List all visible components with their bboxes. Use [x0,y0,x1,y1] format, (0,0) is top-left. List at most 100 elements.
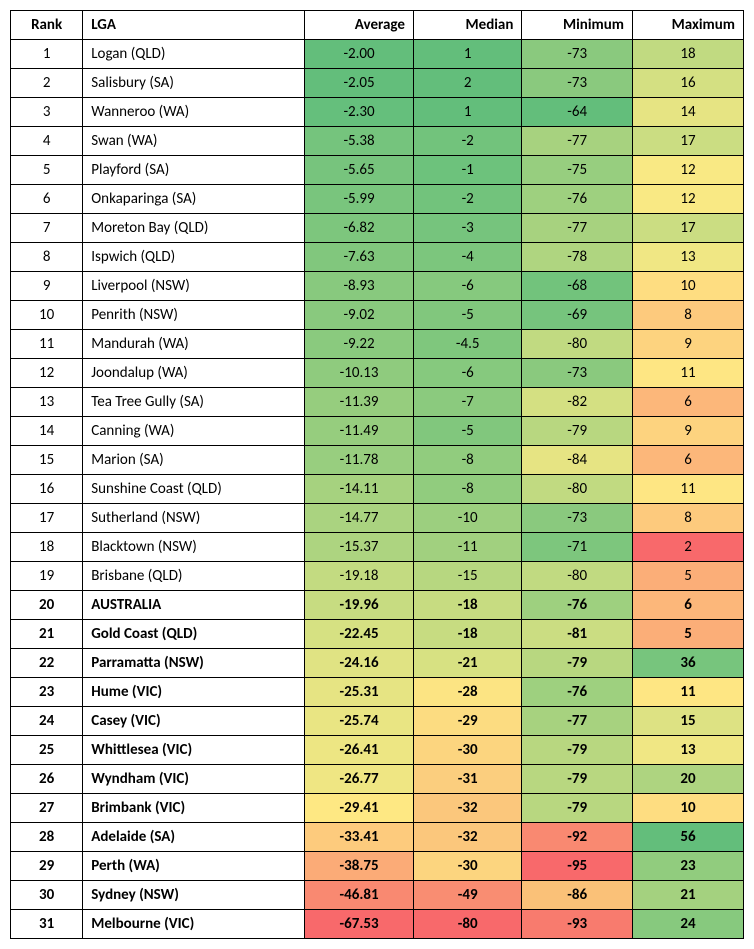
cell-median: -80 [413,910,521,939]
cell-median: -18 [413,591,521,620]
cell-median: -18 [413,620,521,649]
cell-maximum: 36 [632,649,743,678]
cell-average: -67.53 [305,910,414,939]
cell-maximum: 13 [632,243,743,272]
cell-minimum: -78 [522,243,633,272]
cell-maximum: 21 [632,881,743,910]
cell-average: -29.41 [305,794,414,823]
cell-maximum: 9 [632,417,743,446]
cell-lga: Wanneroo (WA) [83,98,305,127]
cell-maximum: 11 [632,359,743,388]
cell-rank: 20 [11,591,83,620]
col-minimum: Minimum [522,11,633,40]
cell-minimum: -73 [522,40,633,69]
table-row: 5Playford (SA)-5.65-1-7512 [11,156,744,185]
cell-average: -15.37 [305,533,414,562]
cell-maximum: 14 [632,98,743,127]
cell-median: -21 [413,649,521,678]
cell-rank: 1 [11,40,83,69]
cell-average: -22.45 [305,620,414,649]
cell-lga: Marion (SA) [83,446,305,475]
table-row: 6Onkaparinga (SA)-5.99-2-7612 [11,185,744,214]
lga-table: Rank LGA Average Median Minimum Maximum … [10,10,744,939]
cell-median: -6 [413,272,521,301]
cell-maximum: 2 [632,533,743,562]
cell-rank: 7 [11,214,83,243]
cell-minimum: -84 [522,446,633,475]
cell-minimum: -73 [522,69,633,98]
table-row: 7Moreton Bay (QLD)-6.82-3-7717 [11,214,744,243]
cell-minimum: -76 [522,185,633,214]
table-row: 4Swan (WA)-5.38-2-7717 [11,127,744,156]
cell-rank: 23 [11,678,83,707]
cell-maximum: 6 [632,591,743,620]
cell-rank: 26 [11,765,83,794]
cell-lga: Casey (VIC) [83,707,305,736]
cell-average: -14.11 [305,475,414,504]
table-row: 1Logan (QLD)-2.001-7318 [11,40,744,69]
cell-maximum: 6 [632,446,743,475]
cell-minimum: -93 [522,910,633,939]
cell-maximum: 24 [632,910,743,939]
cell-minimum: -79 [522,649,633,678]
table-row: 8Ispwich (QLD)-7.63-4-7813 [11,243,744,272]
cell-rank: 10 [11,301,83,330]
cell-minimum: -68 [522,272,633,301]
cell-rank: 18 [11,533,83,562]
cell-maximum: 15 [632,707,743,736]
cell-rank: 17 [11,504,83,533]
cell-rank: 12 [11,359,83,388]
table-row: 16Sunshine Coast (QLD)-14.11-8-8011 [11,475,744,504]
cell-lga: Logan (QLD) [83,40,305,69]
cell-lga: Canning (WA) [83,417,305,446]
cell-lga: Whittlesea (VIC) [83,736,305,765]
cell-maximum: 20 [632,765,743,794]
cell-lga: Swan (WA) [83,127,305,156]
cell-average: -33.41 [305,823,414,852]
cell-minimum: -79 [522,765,633,794]
cell-minimum: -80 [522,330,633,359]
cell-average: -2.30 [305,98,414,127]
cell-median: -31 [413,765,521,794]
cell-median: -5 [413,417,521,446]
cell-maximum: 13 [632,736,743,765]
cell-median: -30 [413,852,521,881]
cell-average: -25.74 [305,707,414,736]
cell-lga: Mandurah (WA) [83,330,305,359]
cell-minimum: -86 [522,881,633,910]
cell-minimum: -76 [522,591,633,620]
table-row: 11Mandurah (WA)-9.22-4.5-809 [11,330,744,359]
cell-median: -2 [413,127,521,156]
cell-lga: Ispwich (QLD) [83,243,305,272]
cell-rank: 3 [11,98,83,127]
cell-average: -11.78 [305,446,414,475]
cell-maximum: 5 [632,562,743,591]
cell-median: -15 [413,562,521,591]
table-row: 22Parramatta (NSW)-24.16-21-7936 [11,649,744,678]
table-row: 30Sydney (NSW)-46.81-49-8621 [11,881,744,910]
table-row: 3Wanneroo (WA)-2.301-6414 [11,98,744,127]
cell-minimum: -77 [522,707,633,736]
cell-median: -3 [413,214,521,243]
table-row: 9Liverpool (NSW)-8.93-6-6810 [11,272,744,301]
cell-lga: Sunshine Coast (QLD) [83,475,305,504]
cell-median: -10 [413,504,521,533]
cell-minimum: -77 [522,214,633,243]
cell-median: 1 [413,40,521,69]
col-average: Average [305,11,414,40]
table-row: 27Brimbank (VIC)-29.41-32-7910 [11,794,744,823]
cell-maximum: 18 [632,40,743,69]
cell-minimum: -77 [522,127,633,156]
cell-lga: Sutherland (NSW) [83,504,305,533]
cell-average: -7.63 [305,243,414,272]
cell-rank: 11 [11,330,83,359]
cell-rank: 30 [11,881,83,910]
cell-median: -6 [413,359,521,388]
cell-maximum: 12 [632,185,743,214]
table-row: 20AUSTRALIA-19.96-18-766 [11,591,744,620]
cell-minimum: -82 [522,388,633,417]
cell-minimum: -95 [522,852,633,881]
cell-lga: Joondalup (WA) [83,359,305,388]
cell-rank: 14 [11,417,83,446]
cell-median: 1 [413,98,521,127]
